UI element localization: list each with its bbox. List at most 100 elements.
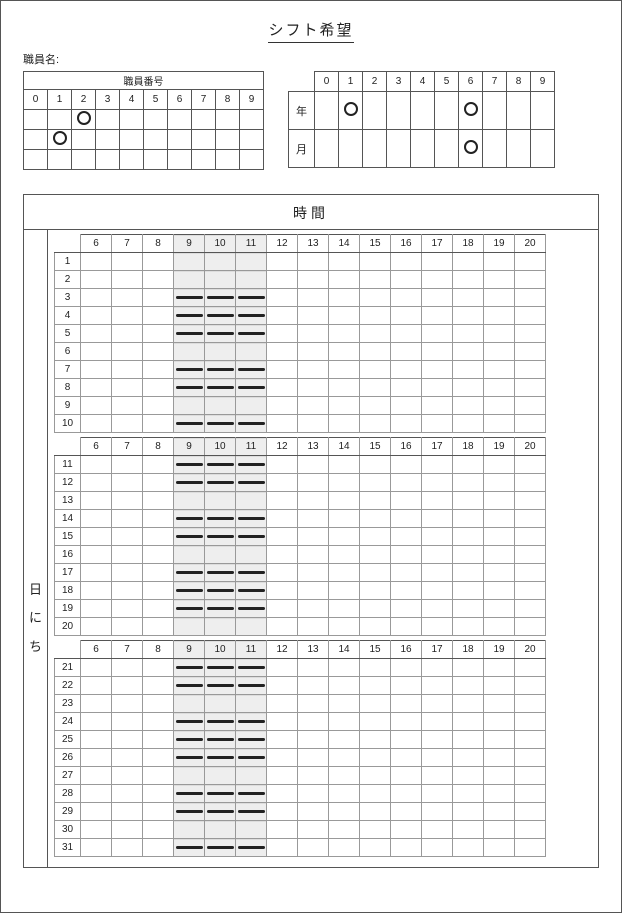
schedule-cell[interactable] [267,695,298,713]
schedule-cell[interactable] [515,677,546,695]
employee-number-cell[interactable] [144,110,168,130]
schedule-cell[interactable] [81,695,112,713]
schedule-cell[interactable] [205,325,236,343]
schedule-cell[interactable] [515,749,546,767]
schedule-cell[interactable] [453,415,484,433]
schedule-cell[interactable] [267,677,298,695]
schedule-cell[interactable] [236,749,267,767]
schedule-cell[interactable] [112,695,143,713]
schedule-cell[interactable] [205,695,236,713]
schedule-cell[interactable] [81,803,112,821]
schedule-cell[interactable] [360,325,391,343]
schedule-cell[interactable] [81,289,112,307]
schedule-cell[interactable] [422,767,453,785]
schedule-cell[interactable] [81,474,112,492]
schedule-cell[interactable] [112,397,143,415]
schedule-cell[interactable] [453,325,484,343]
schedule-cell[interactable] [267,785,298,803]
schedule-cell[interactable] [174,677,205,695]
schedule-cell[interactable] [484,253,515,271]
schedule-cell[interactable] [298,361,329,379]
employee-number-cell[interactable] [48,110,72,130]
schedule-cell[interactable] [515,803,546,821]
schedule-cell[interactable] [391,749,422,767]
schedule-cell[interactable] [143,659,174,677]
schedule-cell[interactable] [174,456,205,474]
schedule-cell[interactable] [112,618,143,636]
schedule-cell[interactable] [484,546,515,564]
schedule-cell[interactable] [484,749,515,767]
schedule-cell[interactable] [112,415,143,433]
schedule-cell[interactable] [391,343,422,361]
schedule-cell[interactable] [112,785,143,803]
schedule-cell[interactable] [174,379,205,397]
schedule-cell[interactable] [81,785,112,803]
year-cell[interactable] [411,92,435,130]
schedule-cell[interactable] [112,731,143,749]
schedule-cell[interactable] [236,271,267,289]
schedule-cell[interactable] [236,618,267,636]
year-cell[interactable] [531,92,555,130]
schedule-cell[interactable] [515,582,546,600]
schedule-cell[interactable] [329,379,360,397]
schedule-cell[interactable] [391,839,422,857]
schedule-cell[interactable] [515,474,546,492]
year-cell[interactable] [483,92,507,130]
schedule-cell[interactable] [329,582,360,600]
schedule-cell[interactable] [391,564,422,582]
schedule-cell[interactable] [143,415,174,433]
schedule-cell[interactable] [360,731,391,749]
schedule-cell[interactable] [360,271,391,289]
schedule-cell[interactable] [267,415,298,433]
schedule-cell[interactable] [329,492,360,510]
schedule-cell[interactable] [143,803,174,821]
schedule-cell[interactable] [298,564,329,582]
schedule-cell[interactable] [236,767,267,785]
schedule-cell[interactable] [267,474,298,492]
schedule-cell[interactable] [143,361,174,379]
schedule-cell[interactable] [484,767,515,785]
schedule-cell[interactable] [484,803,515,821]
employee-number-cell[interactable] [72,150,96,170]
schedule-cell[interactable] [205,582,236,600]
schedule-cell[interactable] [329,821,360,839]
schedule-cell[interactable] [267,821,298,839]
schedule-cell[interactable] [112,564,143,582]
schedule-cell[interactable] [422,821,453,839]
employee-number-cell[interactable] [192,150,216,170]
schedule-cell[interactable] [112,325,143,343]
schedule-cell[interactable] [81,564,112,582]
schedule-cell[interactable] [174,271,205,289]
schedule-cell[interactable] [205,821,236,839]
schedule-cell[interactable] [174,546,205,564]
schedule-cell[interactable] [267,510,298,528]
schedule-cell[interactable] [329,546,360,564]
schedule-cell[interactable] [205,618,236,636]
schedule-cell[interactable] [112,307,143,325]
schedule-cell[interactable] [391,546,422,564]
schedule-cell[interactable] [143,713,174,731]
schedule-cell[interactable] [236,289,267,307]
schedule-cell[interactable] [422,253,453,271]
schedule-cell[interactable] [329,618,360,636]
schedule-cell[interactable] [267,618,298,636]
schedule-cell[interactable] [236,695,267,713]
schedule-cell[interactable] [174,659,205,677]
schedule-cell[interactable] [143,510,174,528]
schedule-cell[interactable] [267,397,298,415]
schedule-cell[interactable] [360,289,391,307]
schedule-cell[interactable] [360,767,391,785]
schedule-cell[interactable] [329,785,360,803]
schedule-cell[interactable] [267,839,298,857]
schedule-cell[interactable] [515,600,546,618]
schedule-cell[interactable] [422,839,453,857]
schedule-cell[interactable] [453,713,484,731]
schedule-cell[interactable] [329,456,360,474]
schedule-cell[interactable] [267,803,298,821]
schedule-cell[interactable] [112,546,143,564]
schedule-cell[interactable] [81,618,112,636]
schedule-cell[interactable] [112,253,143,271]
schedule-cell[interactable] [143,821,174,839]
schedule-cell[interactable] [453,361,484,379]
schedule-cell[interactable] [453,677,484,695]
